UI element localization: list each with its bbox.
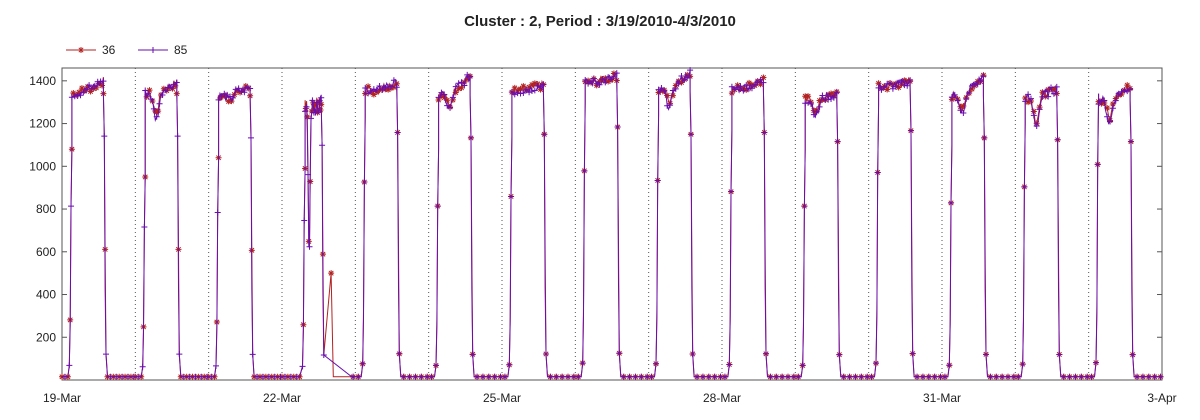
legend-marker: [150, 47, 156, 53]
grid: [135, 68, 1088, 380]
data-point: [254, 374, 260, 380]
data-point: [288, 374, 294, 380]
data-point: [266, 374, 272, 380]
data-point: [307, 244, 313, 250]
data-point: [213, 363, 219, 369]
y-tick-label: 800: [36, 202, 56, 216]
data-point: [260, 374, 266, 380]
chart-title: Cluster : 2, Period : 3/19/2010-4/3/2010: [464, 13, 736, 30]
x-tick-label: 3-Apr: [1147, 391, 1176, 405]
data-point: [1045, 94, 1051, 100]
data-point: [181, 374, 187, 380]
data-point: [520, 83, 526, 89]
data-point: [125, 374, 131, 380]
legend-label: 85: [174, 43, 188, 57]
data-point: [248, 135, 254, 141]
y-tick-label: 1400: [29, 74, 56, 88]
data-point: [294, 374, 300, 380]
data-point: [62, 374, 68, 380]
series-85: [62, 67, 1164, 380]
series-36: [59, 70, 1164, 379]
data-point: [119, 374, 125, 380]
data-point: [103, 351, 109, 357]
chart: Cluster : 2, Period : 3/19/2010-4/3/2010…: [0, 0, 1200, 420]
data-point: [300, 363, 306, 369]
x-axis: 19-Mar 22-Mar 25-Mar 28-Mar 31-Mar 3-Apr: [43, 391, 1177, 405]
data-point: [176, 351, 182, 357]
data-point: [192, 374, 198, 380]
y-tick-label: 1000: [29, 159, 56, 173]
data-point: [209, 374, 215, 380]
data-point: [113, 374, 119, 380]
legend: 36 85: [66, 43, 188, 57]
x-tick-label: 19-Mar: [43, 391, 81, 405]
data-point: [187, 374, 193, 380]
plot-area: [62, 68, 1162, 380]
data-point: [308, 115, 314, 121]
x-tick-label: 31-Mar: [923, 391, 961, 405]
data-point: [140, 364, 146, 370]
data-point: [175, 133, 181, 139]
series-line: [62, 70, 1161, 377]
y-tick-label: 400: [36, 288, 56, 302]
data-point: [141, 224, 147, 230]
data-point: [68, 203, 74, 209]
y-tick-label: 200: [36, 330, 56, 344]
data-point: [272, 374, 278, 380]
data-point: [101, 133, 107, 139]
y-axis: 200 400 600 800 1000 1200 1400: [29, 74, 1162, 344]
data-point: [365, 83, 371, 89]
x-tick-label: 25-Mar: [483, 391, 521, 405]
data-point: [301, 218, 307, 224]
legend-marker: [78, 47, 84, 53]
data-point: [282, 374, 288, 380]
data-point: [664, 92, 670, 98]
data-point: [215, 210, 221, 216]
data-point: [955, 98, 961, 104]
data-point: [250, 351, 256, 357]
legend-label: 36: [102, 43, 116, 57]
series-layer: [59, 67, 1164, 380]
y-tick-label: 600: [36, 245, 56, 259]
data-point: [963, 96, 969, 102]
data-point: [107, 374, 113, 380]
data-point: [135, 374, 141, 380]
x-tick-label: 22-Mar: [263, 391, 301, 405]
x-tick-label: 28-Mar: [703, 391, 741, 405]
data-point: [328, 270, 334, 276]
data-point: [66, 362, 72, 368]
data-point: [319, 142, 325, 148]
data-point: [157, 101, 163, 107]
data-point: [198, 374, 204, 380]
series-line: [62, 74, 1161, 377]
y-tick-label: 1200: [29, 117, 56, 131]
data-point: [805, 93, 811, 99]
